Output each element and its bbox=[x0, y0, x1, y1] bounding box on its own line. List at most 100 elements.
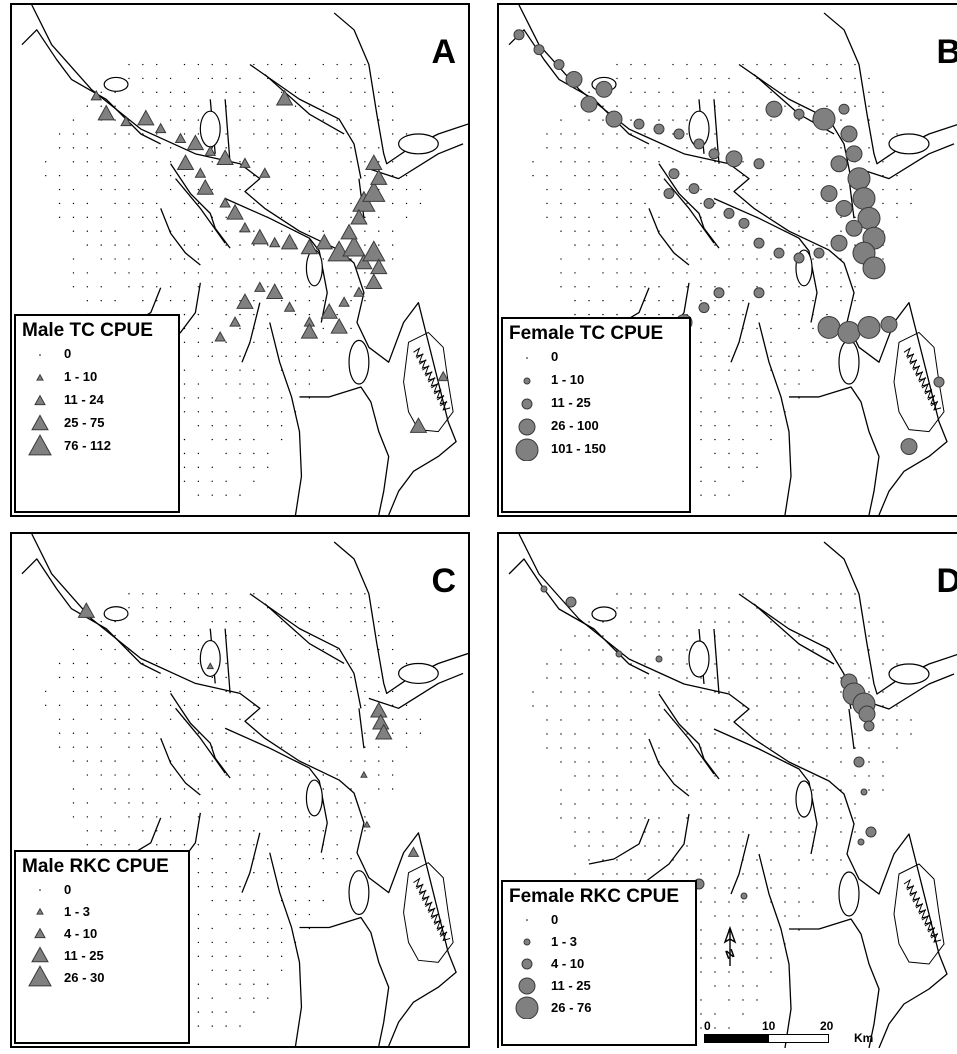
cpue-symbol bbox=[365, 273, 383, 290]
map-legend: Male TC CPUE 0 1 - 10 11 - 24 25 - 75 76 - 1… bbox=[14, 314, 180, 513]
cpue-symbol bbox=[268, 236, 281, 248]
cpue-symbol bbox=[688, 183, 700, 195]
cpue-symbol bbox=[615, 650, 623, 658]
map-panel-d: D Female RKC CPUE 0 1 - 3 4 - 10 11 - 25 26 … bbox=[497, 532, 957, 1048]
cpue-symbol bbox=[860, 788, 868, 796]
legend-symbol bbox=[22, 388, 58, 412]
legend-label: 1 - 10 bbox=[64, 369, 98, 384]
legend-label: 101 - 150 bbox=[551, 441, 606, 456]
cpue-symbol bbox=[847, 167, 871, 191]
map-panel-a: A Male TC CPUE 0 1 - 10 11 - 24 25 - 75 76 -… bbox=[10, 3, 470, 517]
cpue-symbols bbox=[90, 89, 450, 433]
cpue-symbol bbox=[283, 301, 296, 312]
cpue-symbol bbox=[363, 820, 371, 828]
cpue-symbol bbox=[300, 238, 319, 255]
legend-row: 0 bbox=[22, 342, 170, 365]
cpue-symbol bbox=[853, 756, 865, 768]
legend-row: 11 - 25 bbox=[509, 391, 681, 414]
panel-letter: D bbox=[936, 562, 957, 601]
cpue-symbol bbox=[320, 302, 338, 319]
scale-bar-graphic bbox=[704, 1034, 829, 1043]
cpue-symbol bbox=[820, 185, 838, 202]
legend-label: 11 - 24 bbox=[64, 392, 104, 407]
cpue-symbol bbox=[513, 29, 525, 41]
legend-label: 1 - 10 bbox=[551, 372, 585, 387]
cpue-symbol bbox=[698, 302, 710, 314]
cpue-symbol bbox=[204, 145, 217, 156]
cpue-symbol bbox=[362, 180, 386, 202]
legend-symbol bbox=[22, 965, 58, 989]
scale-unit-label: Km bbox=[854, 1031, 874, 1045]
cpue-symbol bbox=[565, 70, 583, 88]
cpue-symbol bbox=[668, 168, 680, 180]
cpue-symbol bbox=[830, 155, 848, 173]
cpue-symbol bbox=[239, 221, 251, 233]
legend-label: 11 - 25 bbox=[64, 947, 104, 963]
cpue-symbol bbox=[753, 158, 765, 170]
cpue-symbol bbox=[186, 134, 205, 151]
legend-row: 25 - 75 bbox=[22, 411, 170, 434]
legend-row: 101 - 150 bbox=[509, 437, 681, 461]
cpue-symbol bbox=[360, 770, 368, 778]
legend-label: 0 bbox=[64, 346, 72, 361]
cpue-symbol bbox=[407, 846, 420, 857]
legend-row: 26 - 30 bbox=[22, 965, 180, 989]
legend-row: 11 - 24 bbox=[22, 388, 170, 411]
cpue-symbol bbox=[97, 104, 115, 121]
legend-symbol bbox=[509, 391, 545, 415]
cpue-symbol bbox=[176, 154, 195, 170]
legend-row: 0 bbox=[22, 878, 180, 900]
cpue-symbol bbox=[633, 118, 645, 130]
cpue-symbol bbox=[437, 370, 450, 382]
cpue-symbols bbox=[513, 29, 945, 455]
legend-symbol bbox=[22, 877, 58, 901]
scale-tick-label: 10 bbox=[762, 1019, 776, 1033]
legend-label: 26 - 76 bbox=[551, 999, 592, 1015]
cpue-symbol bbox=[137, 109, 155, 126]
cpue-symbol bbox=[194, 167, 207, 178]
cpue-symbol bbox=[154, 122, 167, 134]
legend-symbol bbox=[22, 433, 58, 458]
cpue-symbol bbox=[933, 376, 945, 388]
cpue-symbol bbox=[300, 322, 319, 339]
legend-title: Female RKC CPUE bbox=[509, 886, 679, 907]
cpue-symbol bbox=[740, 892, 748, 900]
legend-label: 1 - 3 bbox=[551, 933, 578, 949]
legend-symbol bbox=[509, 973, 545, 997]
map-legend: Female RKC CPUE 0 1 - 3 4 - 10 11 - 25 26 - … bbox=[501, 880, 697, 1046]
cpue-symbol bbox=[365, 154, 383, 170]
legend-row: 4 - 10 bbox=[509, 952, 687, 974]
cpue-symbol bbox=[174, 132, 187, 144]
cpue-symbol bbox=[553, 59, 565, 70]
cpue-symbol bbox=[753, 237, 765, 249]
cpue-symbol bbox=[219, 197, 231, 208]
legend-row: 4 - 10 bbox=[22, 922, 180, 944]
cpue-symbol bbox=[229, 316, 241, 327]
cpue-symbol bbox=[862, 256, 886, 280]
legend-rows: 0 1 - 10 11 - 24 25 - 75 76 - 112 bbox=[22, 342, 170, 457]
cpue-symbol bbox=[655, 655, 663, 663]
cpue-symbols bbox=[77, 602, 420, 857]
legend-row: 11 - 25 bbox=[22, 944, 180, 966]
coastline-map bbox=[21, 5, 468, 515]
cpue-symbol bbox=[812, 107, 836, 131]
legend-row: 0 bbox=[509, 345, 681, 368]
map-legend: Female TC CPUE 0 1 - 10 11 - 25 26 - 100 101… bbox=[501, 317, 691, 513]
legend-row: 1 - 3 bbox=[22, 900, 180, 922]
cpue-symbol bbox=[813, 247, 825, 259]
cpue-symbol bbox=[830, 234, 848, 252]
legend-row: 26 - 76 bbox=[509, 996, 687, 1019]
cpue-symbol bbox=[595, 80, 613, 98]
cpue-symbol bbox=[837, 321, 861, 344]
cpue-symbol bbox=[663, 188, 675, 199]
legend-title: Male TC CPUE bbox=[22, 320, 153, 341]
legend-row: 1 - 10 bbox=[22, 365, 170, 388]
cpue-symbols bbox=[540, 585, 877, 900]
cpue-symbol bbox=[845, 219, 863, 237]
cpue-symbol bbox=[773, 247, 785, 259]
legend-symbol bbox=[509, 345, 545, 369]
legend-rows: 0 1 - 10 11 - 25 26 - 100 101 - 150 bbox=[509, 345, 681, 461]
legend-label: 26 - 100 bbox=[551, 418, 599, 433]
cpue-symbol bbox=[793, 252, 805, 264]
legend-label: 11 - 25 bbox=[551, 977, 591, 993]
